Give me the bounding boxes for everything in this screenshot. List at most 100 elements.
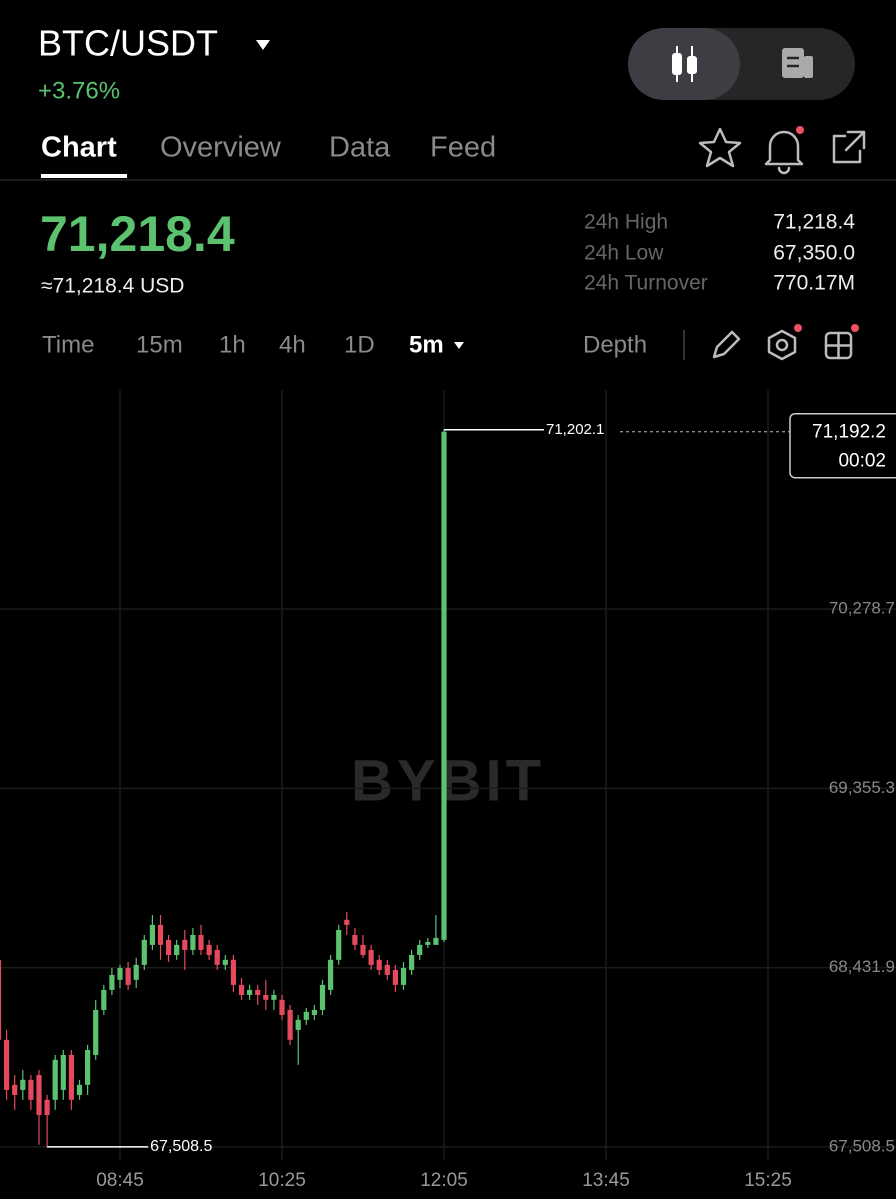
candle-body [230,959,237,985]
high-marker-label: 71,202.1 [546,421,604,438]
candle-body [166,939,172,955]
candle-body [36,1074,42,1115]
depth[interactable]: Depth [583,331,647,358]
usd-price: ≈71,218.4 USD [41,275,184,298]
pair-dropdown[interactable] [256,40,270,50]
candle-body [0,959,2,1040]
last-price-label: 71,192.2 [812,422,886,443]
candle-body [425,941,431,945]
candle-body [52,1059,58,1100]
tab[interactable]: Feed [430,132,496,164]
candle-body [44,1099,50,1115]
candle-body [68,1054,75,1100]
tab[interactable]: Data [329,132,391,164]
interval[interactable]: 1D [344,331,375,358]
candle-body [60,1054,66,1090]
candle-body [328,959,334,990]
candle-body [344,919,350,925]
candle-body [392,969,399,985]
tab-underline [41,174,127,178]
indicator-icon[interactable] [767,324,802,361]
candle-body [336,929,342,960]
last-price-box [789,412,896,479]
candle-body [214,949,220,965]
candle-body [109,974,115,990]
interval[interactable]: Time [42,331,94,358]
candle-body [247,989,253,995]
candle-body [85,1049,91,1085]
candle-body [279,999,285,1015]
alert-icon[interactable] [764,126,804,175]
view-toggle[interactable] [628,28,855,100]
interval[interactable]: 1h [219,331,246,358]
y-tick-label: 70,278.7 [829,599,895,618]
candle-body [182,939,188,950]
candle-body [352,934,358,945]
candle-body [12,1084,18,1095]
x-tick-label: 13:45 [582,1170,630,1191]
draw-icon[interactable] [712,330,741,359]
candle-body [206,944,212,955]
candle-body [76,1084,83,1095]
y-tick-label: 68,431.9 [829,957,895,976]
candle-body [4,1039,10,1090]
change: +3.76% [38,77,120,104]
stat-label: 24h High [584,211,668,234]
candle-body [238,984,245,995]
pair[interactable]: BTC/USDT [38,23,218,64]
interval-active[interactable]: 5m [409,331,444,358]
last-price: 71,218.4 [40,206,235,262]
candle-body [133,964,139,980]
stat-value: 71,218.4 [773,211,855,234]
candle-body [125,967,131,985]
interval[interactable]: 4h [279,331,306,358]
candle-body [311,1009,318,1015]
candle-body [263,994,269,1000]
candle-body [28,1079,34,1100]
y-tick-label: 67,508.5 [829,1136,895,1155]
candle-body [319,984,326,1010]
stat-label: 24h Low [584,242,664,265]
candle-body [149,924,156,945]
candle-body [303,1011,309,1020]
candle-body [117,967,123,980]
candlestick-chart: BYBIT 08:45 10:25 12:05 13:45 15:25 67,508.5 68… [0,390,896,1191]
favorite-icon[interactable] [698,127,742,168]
share-icon[interactable] [832,130,866,164]
candle-body [417,944,423,955]
stat-value: 770.17M [773,272,855,295]
x-tick-label: 08:45 [96,1170,144,1191]
candle-body [441,431,447,940]
candle-body [101,989,107,1010]
candle-body [20,1079,26,1090]
candle-body [255,989,261,995]
candle-body [174,944,180,955]
candle-body [433,937,439,945]
stat-value: 67,350.0 [773,242,855,265]
interval-dropdown[interactable] [454,342,464,349]
tab-active[interactable]: Chart [41,132,117,164]
candle-body [295,1019,301,1030]
candle-body [376,959,382,970]
interval[interactable]: 15m [136,331,183,358]
candle-body [360,944,366,955]
candle-body [271,994,277,1000]
y-tick-label: 69,355.3 [829,778,895,797]
candle-body [384,964,390,975]
tab[interactable]: Overview [160,132,282,164]
candle-body [93,1009,99,1055]
candle-body [157,924,164,945]
countdown: 00:02 [838,451,886,472]
low-marker-label: 67,508.5 [150,1138,212,1155]
x-tick-label: 15:25 [744,1170,792,1191]
candle-body [368,949,374,965]
stat-label: 24h Turnover [584,272,708,295]
candle-body [141,939,147,965]
x-tick-label: 12:05 [420,1170,468,1191]
candle-body [400,967,407,985]
layout-icon[interactable] [824,324,859,360]
plot-area [0,390,896,1160]
candle-body [190,934,196,950]
